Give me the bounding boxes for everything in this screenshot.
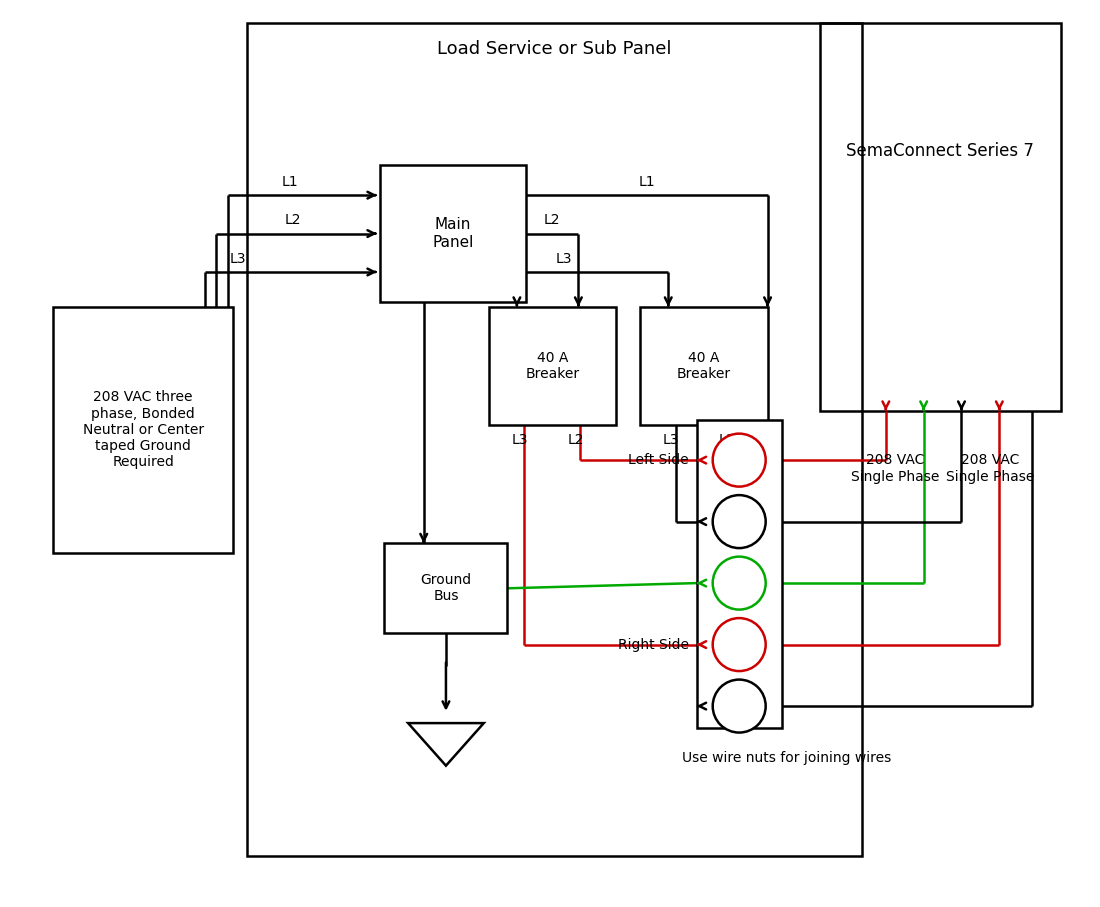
Text: Use wire nuts for joining wires: Use wire nuts for joining wires bbox=[682, 752, 891, 766]
Bar bbox=[385, 543, 507, 633]
Text: SemaConnect Series 7: SemaConnect Series 7 bbox=[846, 141, 1034, 160]
Bar bbox=[379, 165, 527, 302]
Text: L1: L1 bbox=[718, 433, 736, 447]
Bar bbox=[488, 307, 616, 425]
Bar bbox=[696, 420, 782, 727]
Text: 40 A
Breaker: 40 A Breaker bbox=[526, 351, 580, 381]
Text: L3: L3 bbox=[230, 251, 246, 266]
Text: 208 VAC
Single Phase: 208 VAC Single Phase bbox=[851, 454, 939, 483]
Text: Load Service or Sub Panel: Load Service or Sub Panel bbox=[438, 40, 672, 58]
Circle shape bbox=[713, 495, 766, 548]
Circle shape bbox=[713, 679, 766, 733]
Text: 208 VAC three
phase, Bonded
Neutral or Center
taped Ground
Required: 208 VAC three phase, Bonded Neutral or C… bbox=[82, 390, 204, 469]
Circle shape bbox=[713, 618, 766, 671]
Text: L2: L2 bbox=[544, 213, 561, 227]
Text: Right Side: Right Side bbox=[618, 638, 689, 651]
Bar bbox=[640, 307, 768, 425]
Circle shape bbox=[713, 557, 766, 610]
Text: L1: L1 bbox=[282, 175, 298, 189]
Bar bbox=[248, 23, 862, 855]
Text: 40 A
Breaker: 40 A Breaker bbox=[676, 351, 730, 381]
Text: L2: L2 bbox=[568, 433, 584, 447]
Text: Ground
Bus: Ground Bus bbox=[420, 573, 472, 603]
Text: 208 VAC
Single Phase: 208 VAC Single Phase bbox=[946, 454, 1034, 483]
Text: L1: L1 bbox=[639, 175, 656, 189]
Text: L3: L3 bbox=[662, 433, 679, 447]
Text: Left Side: Left Side bbox=[628, 454, 689, 467]
Text: L2: L2 bbox=[285, 213, 301, 227]
Bar bbox=[820, 23, 1060, 411]
Text: Main
Panel: Main Panel bbox=[432, 218, 474, 249]
Circle shape bbox=[713, 434, 766, 487]
Text: L3: L3 bbox=[512, 433, 528, 447]
Bar bbox=[54, 307, 233, 553]
Text: L3: L3 bbox=[556, 251, 572, 266]
